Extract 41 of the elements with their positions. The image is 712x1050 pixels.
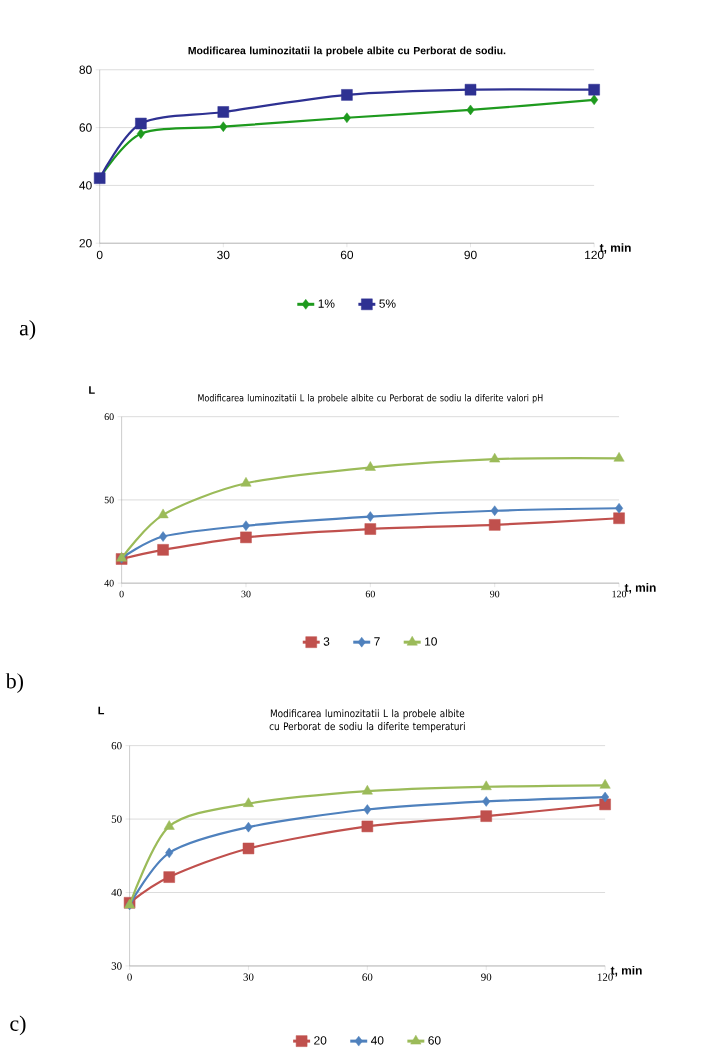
y-tick-label: 30 (111, 962, 122, 970)
y-tick-label: 50 (111, 815, 122, 823)
legend-label: 5% (379, 299, 396, 308)
x-tick-label: 0 (119, 590, 124, 598)
text: c) (10, 1015, 26, 1036)
y-tick-label: 40 (79, 181, 92, 190)
y-tick-label: 60 (79, 123, 92, 132)
text: b) (5, 673, 24, 693)
x-tick-label: 90 (490, 590, 500, 598)
legend-label: 1% (318, 299, 335, 308)
legend-label: 3 (323, 637, 330, 646)
text: a) (20, 320, 36, 340)
legend-label: 7 (374, 637, 380, 646)
y-tick-label: 20 (79, 239, 92, 248)
x-tick-label: 0 (96, 250, 103, 260)
chart-title: Modificarea luminozitatii L la probele albite cu Perborat de sodiu la diferite temperaturi (269, 709, 465, 733)
x-tick-label: 60 (341, 250, 354, 260)
x-tick-label: 30 (243, 973, 254, 981)
y-tick-label: 80 (79, 65, 92, 74)
y-tick-label: 60 (111, 741, 122, 750)
y-axis-title: L (89, 386, 95, 394)
y-tick-label: 40 (111, 888, 122, 897)
legend-label: 40 (371, 1036, 384, 1045)
x-tick-label: 120 (612, 590, 627, 598)
x-tick-label: 90 (464, 250, 477, 260)
y-tick-label: 50 (104, 496, 114, 504)
x-tick-label: 60 (362, 973, 373, 981)
x-tick-label: 30 (241, 590, 251, 598)
y-tick-label: 60 (104, 413, 114, 421)
legend-label: 10 (425, 637, 438, 646)
x-axis-title: t, min (624, 583, 656, 594)
chart-title: Modificarea luminozitatii la probele albite cu Perborat de sodiu. (188, 46, 506, 57)
chart-title: Modificarea luminozitatii L la probele albite cu Perborat de sodiu la diferite valori pH (198, 394, 543, 404)
x-tick-label: 60 (365, 590, 376, 598)
x-tick-label: 90 (481, 973, 492, 981)
legend-label: 60 (428, 1036, 441, 1045)
y-tick-label: 40 (104, 579, 114, 587)
legend-label: 20 (314, 1036, 327, 1045)
y-axis-title: L (98, 706, 105, 715)
x-tick-label: 30 (217, 250, 230, 260)
x-tick-label: 0 (127, 973, 133, 981)
